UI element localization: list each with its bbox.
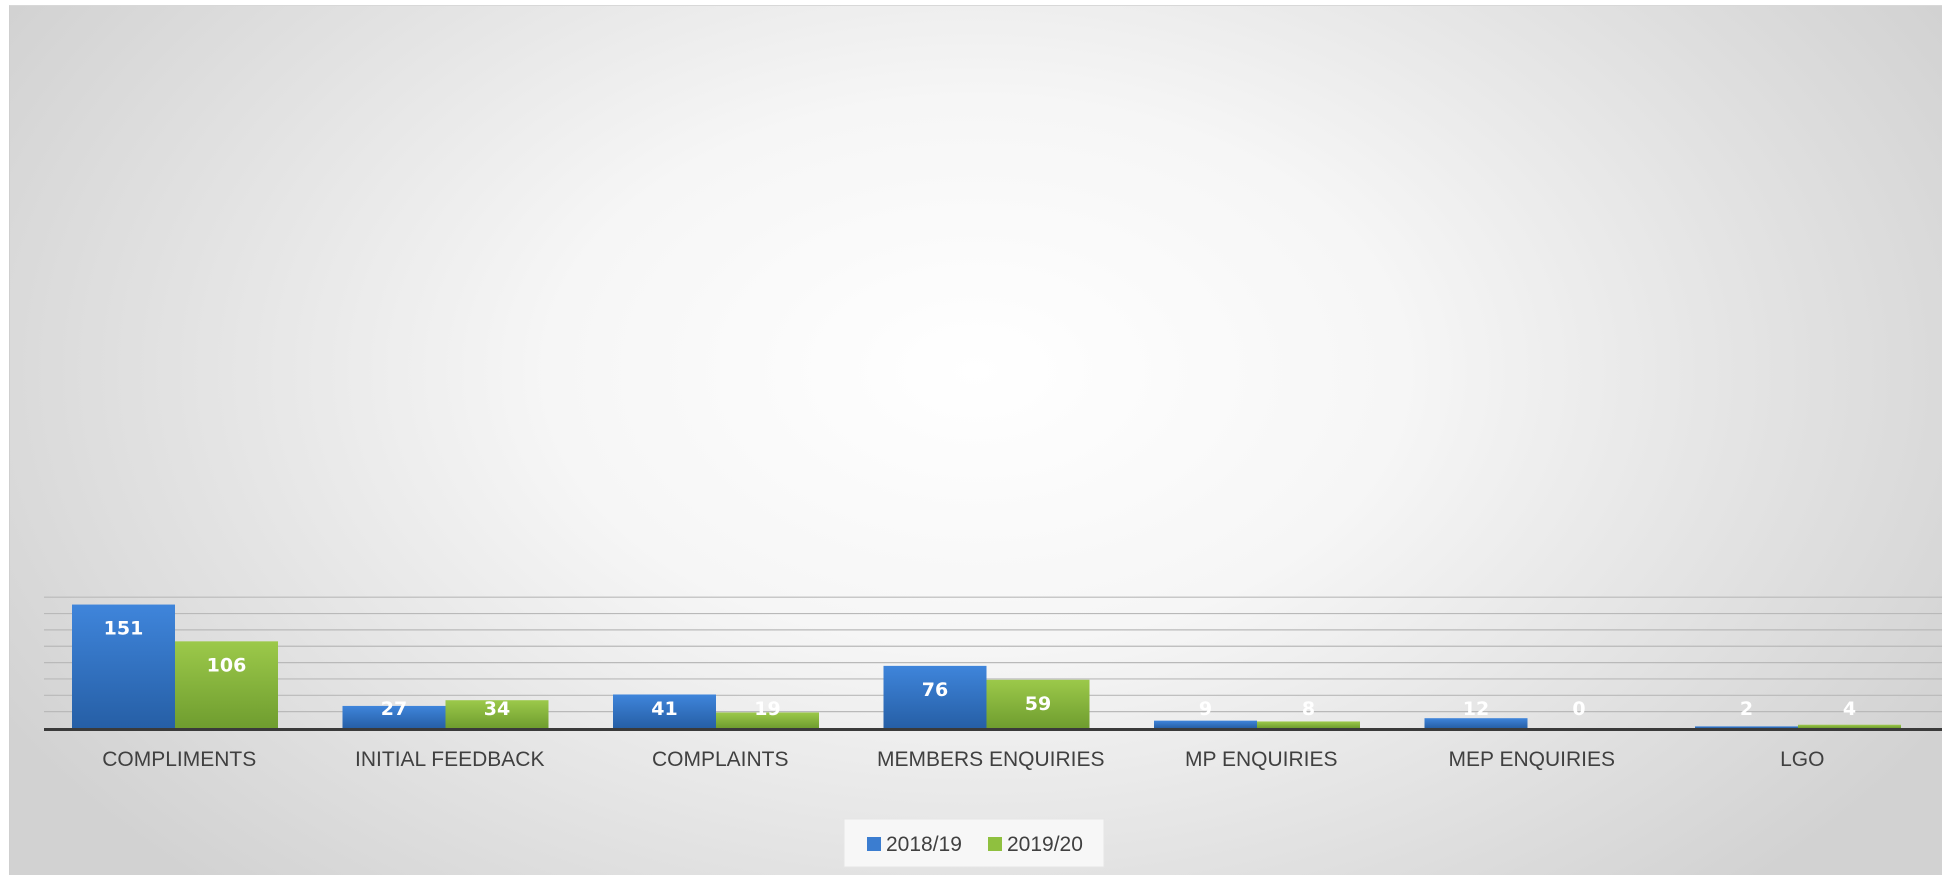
bar-series-2 bbox=[1257, 721, 1360, 728]
category-label: LGO bbox=[1780, 748, 1824, 771]
legend-swatch bbox=[988, 837, 1002, 851]
gridlines bbox=[44, 596, 1942, 713]
bar-series-1 bbox=[1154, 720, 1257, 728]
bar-series-1 bbox=[342, 705, 446, 728]
data-label: 8 bbox=[1302, 698, 1315, 720]
category-label: MEP ENQUIRIES bbox=[1449, 748, 1615, 771]
legend-label: 2018/19 bbox=[886, 833, 962, 856]
data-label: 2 bbox=[1740, 698, 1753, 720]
data-label: 27 bbox=[381, 698, 407, 720]
bar-series-2 bbox=[1798, 724, 1901, 728]
category-label: MP ENQUIRIES bbox=[1185, 748, 1337, 771]
data-label: 19 bbox=[754, 698, 780, 720]
legend: 2018/19 2019/20 bbox=[843, 818, 1105, 868]
data-label: 106 bbox=[207, 654, 247, 676]
legend-swatch bbox=[867, 837, 881, 851]
data-label: 151 bbox=[104, 618, 144, 640]
bars bbox=[72, 604, 1901, 728]
bar-series-1 bbox=[1424, 718, 1528, 728]
data-label: 41 bbox=[651, 698, 677, 720]
category-labels: COMPLIMENTS INITIAL FEEDBACK COMPLAINTS MEM… bbox=[102, 748, 1824, 771]
category-label: MEMBERS ENQUIRIES bbox=[877, 748, 1105, 771]
bar-series-1 bbox=[72, 604, 175, 728]
bar-series-1 bbox=[1695, 726, 1798, 728]
bar-series-2 bbox=[175, 641, 278, 728]
chart-area: 151 106 27 34 41 19 76 59 9 8 12 0 2 4 COMPLIMENTS INI… bbox=[9, 5, 1942, 875]
bar-series-1 bbox=[883, 665, 987, 728]
category-label: INITIAL FEEDBACK bbox=[355, 748, 544, 771]
data-label: 59 bbox=[1025, 693, 1051, 715]
data-label: 12 bbox=[1463, 698, 1489, 720]
category-label: COMPLIMENTS bbox=[102, 748, 256, 771]
legend-label: 2019/20 bbox=[1007, 833, 1083, 856]
bar-chart: 151 106 27 34 41 19 76 59 9 8 12 0 2 4 COMPLIMENTS INI… bbox=[44, 596, 1942, 868]
data-label: 4 bbox=[1843, 698, 1856, 720]
bar-series-2 bbox=[445, 700, 549, 728]
bar-series-2 bbox=[986, 679, 1090, 728]
data-label: 0 bbox=[1572, 698, 1585, 720]
data-label: 76 bbox=[922, 679, 948, 701]
legend-box bbox=[843, 818, 1105, 868]
data-label: 34 bbox=[484, 698, 510, 720]
bar-series-2 bbox=[716, 712, 819, 728]
bar-series-1 bbox=[613, 694, 716, 728]
data-labels: 151 106 27 34 41 19 76 59 9 8 12 0 2 4 bbox=[104, 618, 1856, 720]
data-label: 9 bbox=[1199, 698, 1212, 720]
category-label: COMPLAINTS bbox=[652, 748, 789, 771]
